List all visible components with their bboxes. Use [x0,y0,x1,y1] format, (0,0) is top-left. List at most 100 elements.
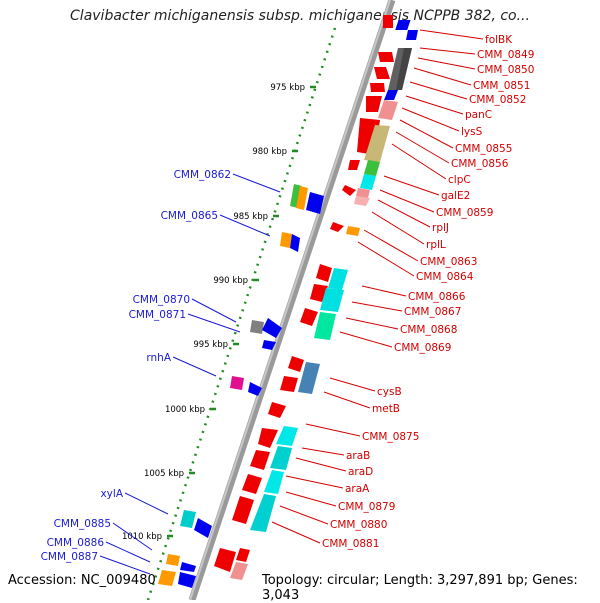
gene-label: CMM_0886 [47,537,105,549]
label-leader [285,475,344,489]
label-leader [419,47,476,55]
label-leader [417,57,476,70]
label-leader [172,356,217,377]
label-leader [187,313,241,333]
tick-label: 980 kbp [252,147,287,157]
label-leader [105,541,151,563]
gene-label: rplJ [432,222,449,234]
gene-label: CMM_0864 [416,271,474,283]
topology-label: Topology: circular; Length: 3,297,891 bp… [262,573,578,603]
tick-label: 985 kbp [233,212,268,222]
label-leader [401,107,460,132]
gene-feature [250,450,270,470]
gene-label: CMM_0868 [400,324,457,336]
gene-feature [242,474,262,494]
gene-feature [378,52,394,62]
tick-label: 995 kbp [193,340,228,350]
gene-label: CMM_0867 [404,306,461,318]
label-leader [405,95,464,115]
gene-label: CMM_0850 [477,64,534,76]
gene-label: araB [346,450,370,462]
label-leader [399,119,454,149]
scale-ticks: 975 kbp 980 kbp 985 kbp 990 kbp 995 kbp 1000 … [122,83,316,542]
label-leader [339,331,393,348]
label-leader [323,391,371,409]
gene-label: rplL [426,239,446,251]
gene-label: cysB [377,386,402,398]
gene-label: xylA [100,488,123,500]
gene-label: CMM_0855 [455,143,512,155]
gene-feature [374,67,390,79]
gene-feature [316,264,332,282]
label-leader [295,457,347,472]
forward-genes-inner [230,20,418,580]
gene-label: CMM_0871 [129,309,186,321]
gene-feature [348,160,360,170]
label-leader [377,199,431,228]
gene-label: CMM_0885 [54,518,111,530]
gene-label: rnhA [146,352,171,364]
gene-label: CMM_0880 [330,519,387,531]
label-leader [419,29,484,40]
gene-label: CMM_0887 [41,551,98,563]
gene-label: CMM_0859 [436,207,493,219]
tick-label: 990 kbp [213,276,248,286]
forward-gene-labels: folBK CMM_0849 CMM_0850 CMM_0851 CMM_0852pan… [271,29,534,550]
label-leader [371,211,425,245]
tick-label: 975 kbp [270,83,305,93]
tick-label: 1010 kbp [122,532,162,542]
gene-label: araD [348,466,373,478]
gene-label: CMM_0863 [420,256,477,268]
genome-backbone [188,0,396,600]
label-leader [351,301,403,312]
gene-label: CMM_0856 [451,158,509,170]
gene-label: CMM_0849 [477,49,534,61]
gene-label: CMM_0865 [161,210,218,222]
label-leader [363,229,419,262]
gene-label: galE2 [441,190,470,202]
gene-label: CMM_0862 [174,169,231,181]
label-leader [361,285,407,297]
gene-label: clpC [448,174,471,186]
reverse-gene-labels: CMM_0862 CMM_0865 CMM_0870 CMM_0871 rnhA xylA… [41,169,281,575]
label-leader [271,521,321,544]
label-leader [285,491,337,507]
label-leader [395,131,450,164]
tick-label: 1000 kbp [165,405,205,415]
gene-label: lysS [461,126,483,138]
gene-label: CMM_0851 [473,80,530,92]
gene-feature [280,376,298,392]
gene-feature [268,402,286,418]
gene-label: CMM_0875 [362,431,419,443]
label-leader [391,143,447,180]
label-leader [413,67,472,86]
gene-feature [300,308,318,326]
gene-label: CMM_0881 [322,538,379,550]
gene-label: CMM_0852 [469,94,526,106]
tick-label: 1005 kbp [144,469,184,479]
gene-feature [330,222,344,232]
map-title: Clavibacter michiganensis subsp. michiga… [70,8,530,24]
gene-label: araA [345,483,370,495]
label-leader [191,298,237,323]
accession-label: Accession: NC_009480 [8,573,156,588]
gene-feature [288,356,304,372]
label-leader [345,317,399,330]
label-leader [99,555,151,575]
gene-feature [258,428,278,448]
label-leader [379,189,435,213]
label-leader [112,522,153,551]
gene-feature [370,83,385,92]
label-leader [409,81,468,100]
label-leader [357,241,415,277]
label-leader [124,492,169,515]
gene-feature [366,96,382,112]
label-leader [232,173,281,193]
gene-feature [214,548,236,572]
label-leader [301,447,345,456]
reverse-genes [158,184,324,588]
gene-label: metB [372,403,400,415]
label-leader [305,423,361,437]
gene-label: CMM_0866 [408,291,466,303]
